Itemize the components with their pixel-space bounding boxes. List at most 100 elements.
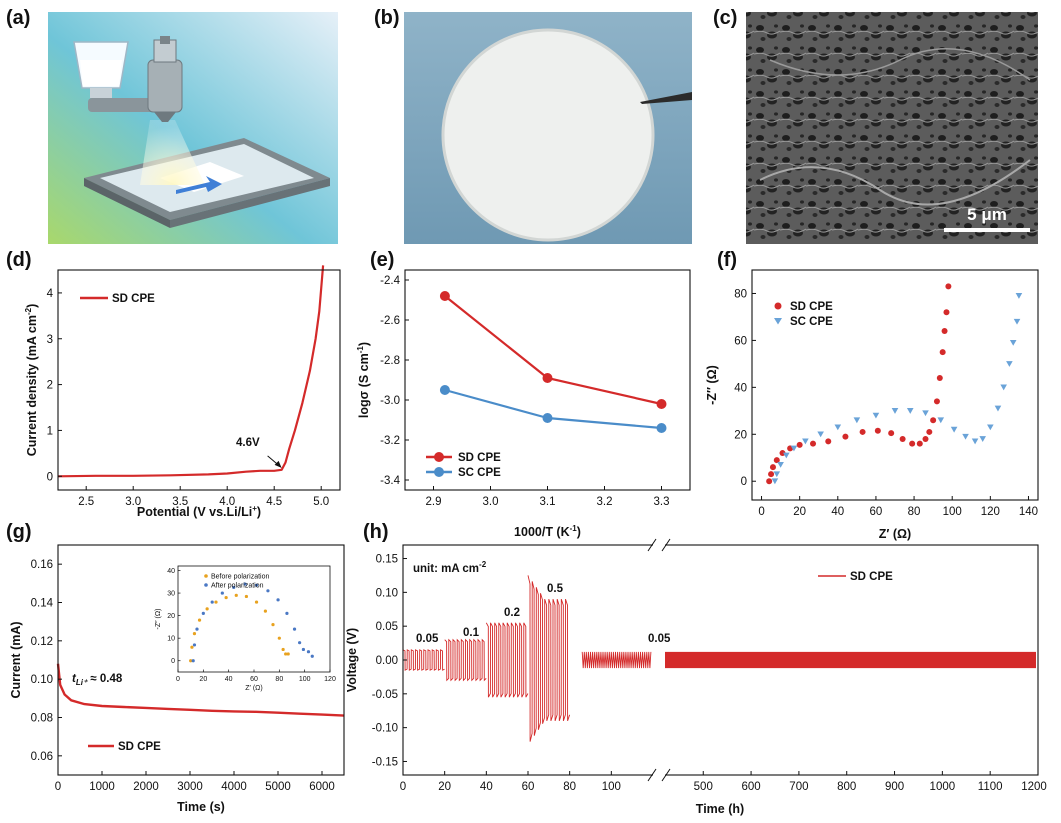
x-tick-label: 3.2 (597, 496, 613, 508)
y-tick-label: 0 (741, 476, 747, 488)
legend-marker-sd-cpe (434, 452, 444, 462)
y-axis-label: Current density (mA cm-2) (24, 304, 39, 457)
y-axis-label: Voltage (V) (345, 628, 359, 692)
data-point-sd-cpe (899, 435, 906, 442)
panel-label-a: (a) (6, 7, 30, 29)
legend-label-sd-cpe: SD CPE (118, 741, 161, 753)
transference-annotation: tLi⁺ ≈ 0.48 (72, 673, 123, 687)
data-point-sd-cpe (773, 457, 780, 464)
axis-break-mark (647, 768, 657, 782)
x-axis-label-end: ) (257, 505, 261, 519)
inset-point-before (286, 652, 290, 656)
onset-annotation: 4.6V (236, 437, 260, 449)
inset-legend-label-before: Before polarization (211, 574, 269, 581)
x-axis-label: Time (h) (696, 802, 744, 816)
inset-x-tick-label: 60 (250, 676, 258, 683)
chart-h-cycling: 0 20 40 60 80 100 500 600 700 800 900 1000 1100 1200 0… (345, 538, 1047, 816)
x-tick-label: 40 (831, 506, 844, 518)
data-point-sd-cpe (768, 471, 775, 478)
inset-x-tick-label: 20 (199, 676, 207, 683)
y-tick-label: -3.0 (380, 395, 400, 407)
data-point-sc-cpe (1015, 293, 1023, 299)
y-axis-label-end: ) (357, 342, 371, 346)
inset-nyquist: Before polarization After polarization 0 20… (155, 565, 336, 692)
axis-break-mark (647, 538, 657, 552)
x-tick-label: 3.3 (654, 496, 670, 508)
data-point-sc-cpe (962, 433, 969, 440)
legend-label-sc-cpe: SC CPE (790, 316, 833, 328)
x-tick-label: 3000 (177, 781, 203, 793)
inset-point-after (254, 583, 259, 587)
unit-label-main: unit: mA cm (413, 563, 479, 575)
y-tick-label: 20 (734, 429, 747, 441)
y-tick-label: -0.15 (372, 756, 398, 768)
x-tick-label: 1000 (930, 781, 956, 793)
inset-point-after (301, 647, 305, 652)
inset-y-axis-label: -Z″ (Ω) (155, 609, 162, 630)
x-tick-label: 2.5 (78, 496, 94, 508)
x-tick-label: 1000 (89, 781, 115, 793)
data-point-sc-cpe (790, 445, 798, 452)
data-point-sd-cpe (930, 417, 937, 424)
series-line-sd-cpe (56, 663, 345, 717)
x-axis-label: 1000/T (K-1) (514, 524, 581, 539)
y-axis-label-main: logσ (S cm (357, 353, 371, 418)
current-step-label: 0.05 (416, 633, 439, 645)
x-tick-label: 0 (758, 506, 764, 518)
data-point-sd-cpe (939, 349, 946, 356)
data-point-sd-cpe (825, 438, 832, 445)
inset-point-before (284, 652, 288, 656)
x-axis-label: Time (s) (177, 800, 225, 814)
inset-point-after (210, 600, 214, 604)
inset-point-before (205, 607, 209, 611)
y-axis-label-sup: -2 (24, 307, 33, 315)
annotation-value: ≈ 0.48 (87, 673, 123, 685)
x-tick-label: 100 (602, 781, 621, 793)
inset-point-after (292, 627, 297, 631)
x-tick-label: 1100 (978, 781, 1003, 793)
voltage-trace-step-2 (485, 622, 529, 698)
inset-x-tick-label: 120 (324, 676, 336, 683)
data-point-sd-cpe (842, 433, 849, 440)
inset-point-before (197, 618, 202, 622)
inset-point-before (281, 647, 285, 652)
panel-label-b: (b) (374, 7, 400, 29)
y-tick-label: 60 (734, 335, 747, 347)
data-point-sd-cpe (926, 428, 933, 435)
panel-label-h: (h) (363, 521, 389, 543)
membrane-photo (404, 12, 692, 244)
x-tick-label: 900 (885, 781, 904, 793)
inset-x-tick-label: 0 (176, 676, 180, 683)
current-step-label: 0.1 (463, 627, 480, 639)
x-axis-label-main: Potential (V vs.Li/Li (137, 505, 252, 519)
inset-x-tick-label: 40 (225, 676, 233, 683)
current-step-label: 0.5 (547, 583, 564, 595)
data-point-sd-cpe (909, 440, 916, 447)
inset-point-after (220, 591, 224, 595)
panel-label-c: (c) (713, 7, 737, 29)
data-point-sc-cpe (439, 385, 450, 395)
y-tick-label: 80 (734, 288, 747, 300)
watermark: 大数跨境 (10, 800, 66, 816)
inset-point-before (244, 594, 248, 599)
data-point-sc-cpe (1000, 384, 1007, 391)
x-tick-label: 40 (480, 781, 493, 793)
data-point-sd-cpe (945, 283, 952, 290)
y-tick-label: -3.4 (380, 475, 400, 487)
y-tick-label: 0.08 (31, 713, 53, 725)
x-tick-label: 60 (522, 781, 535, 793)
y-tick-label: 0.12 (31, 636, 53, 648)
inset-point-before (277, 636, 281, 640)
x-tick-label: 20 (438, 781, 451, 793)
panel-label-d: (d) (6, 249, 32, 271)
data-point-sd-cpe (769, 464, 776, 471)
data-point-sc-cpe (987, 424, 994, 431)
data-point-sd-cpe (779, 450, 786, 457)
data-point-sc-cpe (979, 436, 987, 442)
x-axis-label-main: 1000/T (K (514, 525, 570, 539)
legend-label-sd-cpe: SD CPE (850, 571, 893, 583)
inset-point-after (285, 611, 289, 615)
y-tick-label: 0.10 (376, 587, 398, 599)
x-tick-label: 600 (741, 781, 760, 793)
